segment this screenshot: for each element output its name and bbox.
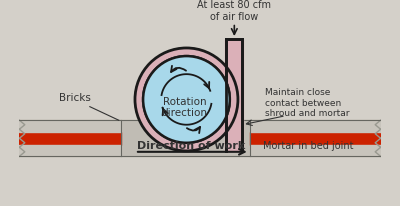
- Bar: [19, 121, 381, 157]
- Text: At least 80 cfm
of air flow: At least 80 cfm of air flow: [197, 0, 271, 22]
- Text: Mortar in bed joint: Mortar in bed joint: [263, 140, 354, 150]
- Bar: [19, 145, 120, 157]
- Text: Bricks: Bricks: [60, 93, 91, 103]
- Bar: [19, 132, 120, 145]
- Bar: [250, 121, 381, 132]
- Circle shape: [135, 49, 238, 151]
- Bar: [250, 132, 381, 145]
- Circle shape: [143, 57, 230, 143]
- Bar: [250, 145, 381, 157]
- Circle shape: [143, 57, 230, 143]
- Text: Maintain close
contact between
shroud and mortar: Maintain close contact between shroud an…: [265, 88, 350, 117]
- Bar: [19, 121, 120, 132]
- Text: Direction of work: Direction of work: [137, 140, 245, 150]
- Bar: [226, 40, 242, 151]
- Text: Rotation
direction: Rotation direction: [162, 96, 208, 118]
- Bar: [225, 40, 243, 151]
